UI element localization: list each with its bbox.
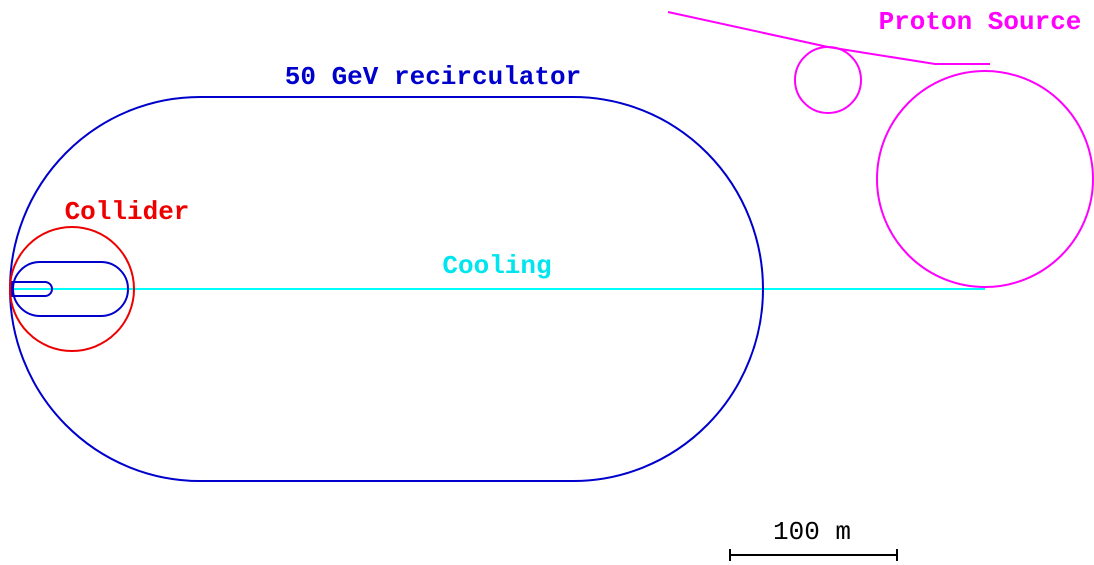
recirculator-ring (9, 96, 764, 482)
proton-line (667, 11, 990, 65)
cooling-label: Cooling (442, 251, 551, 281)
collider-label: Collider (65, 197, 190, 227)
small-racetrack (12, 261, 129, 317)
proton-source-label: Proton Source (879, 7, 1082, 37)
proton-large-ring (876, 70, 1094, 288)
scale-label: 100 m (773, 517, 851, 547)
collider-ring (9, 226, 135, 352)
recirculator-label: 50 GeV recirculator (285, 62, 581, 92)
tiny-racetrack (11, 281, 53, 297)
proton-small-ring (794, 46, 862, 114)
